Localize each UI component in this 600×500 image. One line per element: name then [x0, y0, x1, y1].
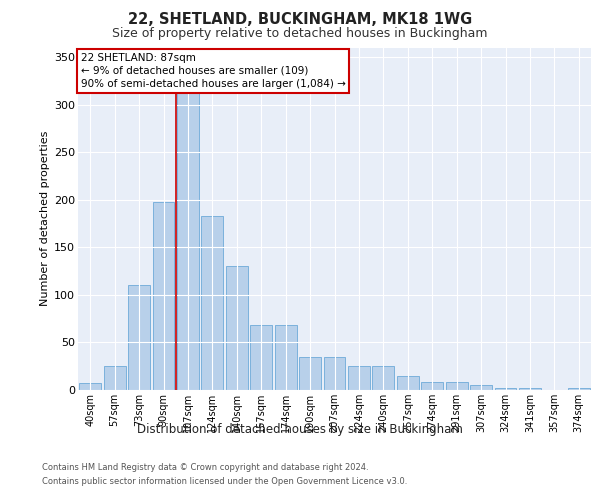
- Bar: [397, 376, 419, 390]
- Text: Contains public sector information licensed under the Open Government Licence v3: Contains public sector information licen…: [42, 478, 407, 486]
- Bar: [128, 286, 150, 390]
- Y-axis label: Number of detached properties: Number of detached properties: [40, 131, 50, 306]
- Bar: [470, 385, 492, 390]
- Bar: [250, 326, 272, 390]
- Bar: [275, 326, 296, 390]
- Bar: [373, 366, 394, 390]
- Bar: [152, 202, 175, 390]
- Bar: [519, 388, 541, 390]
- Bar: [568, 388, 590, 390]
- Bar: [177, 76, 199, 390]
- Text: Contains HM Land Registry data © Crown copyright and database right 2024.: Contains HM Land Registry data © Crown c…: [42, 462, 368, 471]
- Text: 22, SHETLAND, BUCKINGHAM, MK18 1WG: 22, SHETLAND, BUCKINGHAM, MK18 1WG: [128, 12, 472, 28]
- Bar: [202, 216, 223, 390]
- Text: Distribution of detached houses by size in Buckingham: Distribution of detached houses by size …: [137, 422, 463, 436]
- Bar: [494, 388, 517, 390]
- Bar: [79, 384, 101, 390]
- Bar: [299, 356, 321, 390]
- Bar: [421, 382, 443, 390]
- Text: Size of property relative to detached houses in Buckingham: Size of property relative to detached ho…: [112, 28, 488, 40]
- Bar: [323, 356, 346, 390]
- Bar: [226, 266, 248, 390]
- Bar: [348, 366, 370, 390]
- Bar: [104, 366, 125, 390]
- Text: 22 SHETLAND: 87sqm
← 9% of detached houses are smaller (109)
90% of semi-detache: 22 SHETLAND: 87sqm ← 9% of detached hous…: [80, 52, 346, 89]
- Bar: [446, 382, 467, 390]
